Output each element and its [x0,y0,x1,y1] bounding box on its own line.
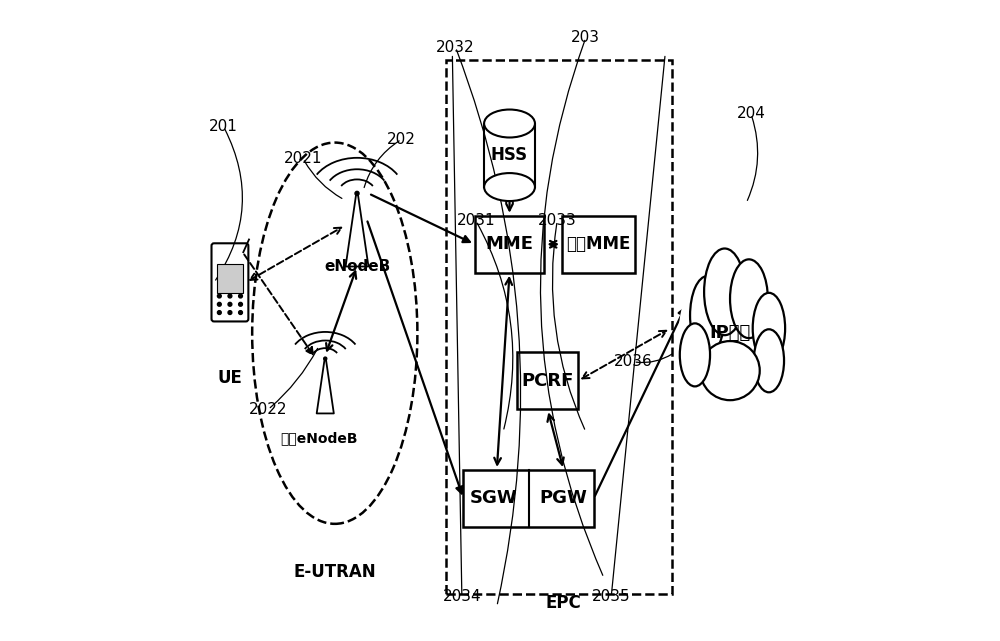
Ellipse shape [700,341,760,400]
Ellipse shape [754,329,784,392]
Circle shape [324,357,327,360]
Ellipse shape [690,276,725,355]
Text: 2035: 2035 [592,590,631,604]
Text: 2021: 2021 [284,151,322,166]
Circle shape [228,303,232,306]
Ellipse shape [680,323,710,387]
Circle shape [217,303,221,306]
Circle shape [228,294,232,298]
Text: 其它eNodeB: 其它eNodeB [280,431,358,445]
Text: EPC: EPC [546,594,581,612]
Circle shape [228,311,232,315]
Text: eNodeB: eNodeB [324,259,390,274]
Text: 2022: 2022 [249,402,287,417]
FancyBboxPatch shape [562,215,635,273]
Circle shape [217,294,221,298]
Text: 204: 204 [737,106,765,122]
Text: 203: 203 [571,30,600,46]
Bar [463,470,594,527]
Text: MME: MME [486,235,534,253]
Ellipse shape [704,249,745,335]
Text: PCRF: PCRF [521,372,574,390]
Bar [217,264,243,294]
FancyBboxPatch shape [475,215,544,273]
Text: 202: 202 [387,132,416,147]
Text: 2032: 2032 [436,40,475,54]
Text: E-UTRAN: E-UTRAN [293,563,376,581]
Text: 2036: 2036 [614,354,653,369]
Ellipse shape [753,293,785,363]
Circle shape [355,192,359,196]
Ellipse shape [679,260,781,407]
Text: UE: UE [217,369,242,387]
Bar [484,124,535,187]
Bar [446,60,672,594]
Circle shape [217,311,221,315]
Circle shape [239,311,242,315]
Text: 201: 201 [209,119,238,134]
Ellipse shape [484,173,535,201]
Ellipse shape [484,110,535,137]
Text: 其它MME: 其它MME [566,235,631,253]
Text: 2034: 2034 [443,590,481,604]
Text: IP业务: IP业务 [709,324,751,342]
FancyBboxPatch shape [517,353,578,410]
Polygon shape [317,358,334,413]
Text: HSS: HSS [491,146,528,164]
FancyBboxPatch shape [212,244,248,321]
Text: 2031: 2031 [457,213,495,228]
Polygon shape [346,194,368,267]
Text: PGW: PGW [540,490,587,508]
Ellipse shape [730,260,768,338]
Text: SGW: SGW [470,490,518,508]
Text: 2033: 2033 [538,213,577,228]
Circle shape [239,294,242,298]
Circle shape [239,303,242,306]
